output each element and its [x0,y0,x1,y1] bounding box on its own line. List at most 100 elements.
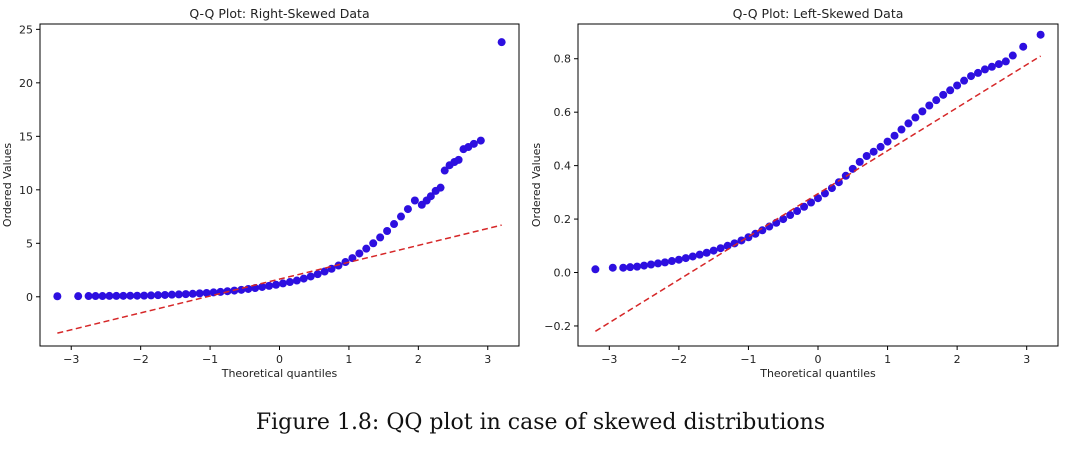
data-point [91,292,100,301]
data-point [278,279,287,288]
x-tick-label: 1 [884,353,891,366]
y-axis-label: Ordered Values [1,143,14,227]
data-point [967,72,976,81]
data-point [1036,30,1045,39]
figure-caption: Figure 1.8: QQ plot in case of skewed di… [255,410,826,435]
y-tick-label: 25 [19,23,33,36]
data-point [876,142,885,151]
data-point [807,198,816,207]
chart-title: Q-Q Plot: Right-Skewed Data [189,6,369,21]
y-tick-label: 0.6 [554,106,572,119]
data-point [654,259,662,268]
x-tick-label: 1 [345,353,352,366]
data-points [53,38,506,301]
data-point [647,260,656,269]
data-point [779,215,788,224]
data-point [497,38,506,47]
data-point [814,194,822,203]
data-point [285,278,294,287]
data-point [341,258,350,267]
data-point [730,239,739,248]
x-tick-label: −2 [671,353,687,366]
x-tick-label: −1 [740,353,756,366]
data-point [695,250,704,259]
data-point [98,292,107,301]
qq-plot-right-skewed: Q-Q Plot: Right-Skewed Data −3 −2 −1 0 1 2 3 0 5 1… [1,6,520,380]
data-point [667,257,676,266]
data-point [953,81,962,90]
data-point [362,244,371,253]
y-tick-label: 0.4 [554,160,572,173]
data-point [348,254,357,263]
data-point [188,289,197,298]
data-point [258,282,267,291]
data-point [723,241,732,250]
data-point [272,280,281,289]
data-point [897,125,906,134]
x-tick-label: 0 [276,353,283,366]
data-point [932,96,941,105]
data-point [925,101,934,110]
data-point [74,292,83,301]
data-point [660,258,669,267]
data-point [454,155,463,164]
y-tick-label: 5 [26,237,33,250]
y-tick-label: 15 [19,130,33,143]
chart-title: Q-Q Plot: Left-Skewed Data [733,6,904,21]
data-point [112,291,121,300]
data-point [181,290,190,299]
qq-plot-left-skewed: Q-Q Plot: Left-Skewed Data −3 −2 −1 0 1 2 3 −0.2… [530,6,1059,380]
reference-line [594,55,1042,332]
x-tick-label: 0 [815,353,822,366]
data-point [140,291,149,300]
reference-line [57,224,502,334]
data-point [869,147,878,156]
data-point [974,68,982,77]
data-point [633,262,642,271]
data-point [960,76,969,85]
data-point [369,239,378,248]
data-point [702,248,711,257]
data-point [608,263,617,272]
data-point [640,261,649,270]
data-point [426,192,435,201]
data-point [440,166,449,175]
data-point [716,244,725,253]
y-axis-label: Ordered Values [530,143,543,227]
data-point [911,113,920,122]
data-point [918,107,927,116]
data-point [591,265,600,274]
data-point [469,139,478,148]
x-tick-label: −3 [601,353,617,366]
data-point [167,290,176,299]
data-point [202,288,211,297]
y-tick-label: −0.2 [544,320,571,333]
x-tick-label: 3 [1023,353,1030,366]
data-point [619,263,628,272]
data-point [939,90,948,99]
data-point [946,86,955,95]
data-point [265,281,274,290]
data-point [793,207,802,216]
data-point [119,291,128,300]
data-point [292,276,301,285]
data-point [174,290,183,299]
data-point [626,263,635,272]
x-tick-label: 3 [484,353,491,366]
data-point [1001,57,1010,66]
data-point [848,164,857,173]
data-point [105,291,114,300]
y-tick-label: 0.0 [554,267,572,280]
x-tick-label: −2 [133,353,149,366]
data-point [688,252,697,261]
data-point [681,254,690,263]
x-axis-label: Theoretical quantiles [221,367,338,380]
data-point [980,65,989,74]
data-point [476,136,485,145]
data-point [1019,42,1028,51]
data-point [313,270,322,279]
data-point [53,292,62,301]
data-point [126,291,135,300]
data-point [320,267,329,276]
data-point [403,205,412,214]
